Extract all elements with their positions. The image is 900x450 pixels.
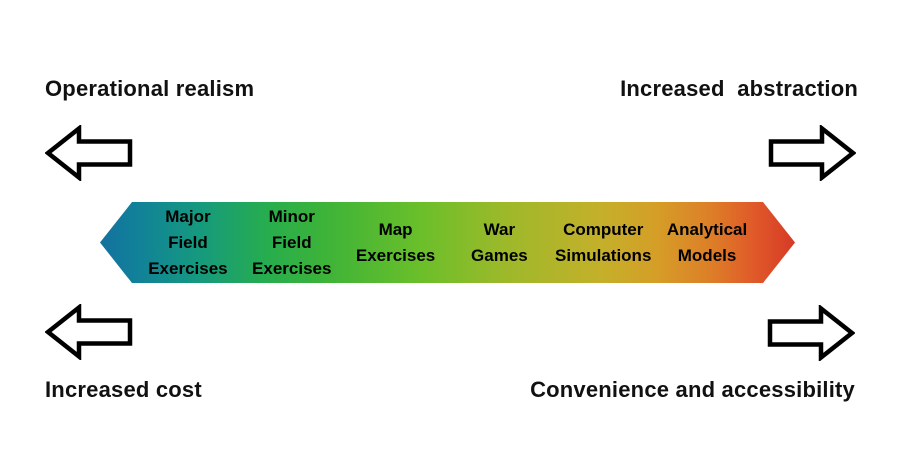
spectrum-item-map-exercises: Map Exercises xyxy=(355,219,436,265)
spectrum-item-computer-simulations: Computer Simulations xyxy=(555,219,652,265)
spectrum-item-minor-field-exercises: Minor Field Exercises xyxy=(252,206,332,278)
left-arrow-icon xyxy=(45,125,133,181)
label-convenience-accessibility: Convenience and accessibility xyxy=(530,377,855,402)
gradient-spectrum-bar: Major Field Exercises Minor Field Exerci… xyxy=(100,202,795,283)
spectrum-items: Major Field Exercises Minor Field Exerci… xyxy=(136,202,759,283)
label-increased-abstraction: Increased abstraction xyxy=(620,76,858,101)
right-arrow-icon xyxy=(768,125,856,181)
right-arrow-icon xyxy=(767,305,855,361)
left-arrow-icon xyxy=(45,304,133,360)
label-operational-realism: Operational realism xyxy=(45,76,255,101)
spectrum-item-major-field-exercises: Major Field Exercises xyxy=(148,206,228,278)
label-increased-cost: Increased cost xyxy=(45,377,202,402)
spectrum-item-analytical-models: Analytical Models xyxy=(666,219,748,265)
spectrum-item-war-games: War Games xyxy=(471,219,528,265)
